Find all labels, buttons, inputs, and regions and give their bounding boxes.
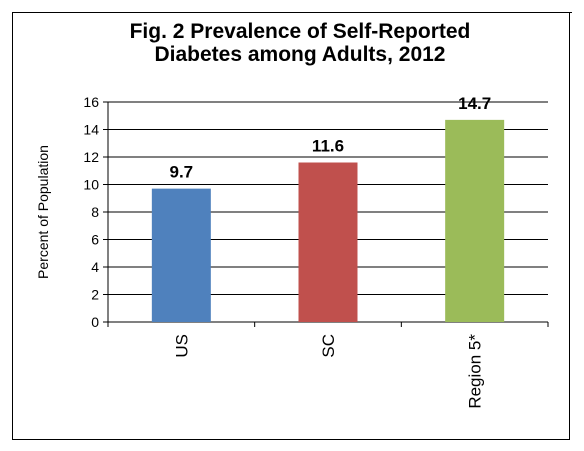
category-label: Region 5*: [466, 334, 485, 409]
category-label: SC: [319, 334, 338, 358]
bar: [151, 188, 211, 322]
y-tick-label: 12: [83, 149, 99, 165]
category-label: US: [172, 334, 191, 358]
bar: [445, 119, 505, 322]
y-tick-label: 4: [91, 259, 99, 275]
y-tick-label: 10: [83, 177, 99, 193]
bar: [298, 162, 358, 322]
chart-title-line-1: Fig. 2 Prevalence of Self-Reported: [129, 20, 471, 43]
y-tick-label: 14: [83, 122, 99, 138]
data-label: 11.6: [312, 137, 344, 156]
data-label: 14.7: [458, 94, 491, 113]
data-label: 9.7: [170, 163, 194, 182]
y-tick-label: 2: [91, 287, 99, 303]
y-tick-label: 6: [91, 232, 99, 248]
chart-frame: [12, 12, 572, 440]
chart-frame-bottom-edge: [12, 439, 570, 440]
y-axis-label: Percent of Population: [35, 145, 51, 279]
y-tick-label: 0: [91, 314, 99, 330]
chart-title-line-2: Diabetes among Adults, 2012: [154, 43, 446, 66]
chart-frame-right-edge: [569, 12, 570, 440]
y-tick-label: 8: [91, 204, 99, 220]
y-tick-label: 16: [83, 94, 99, 110]
